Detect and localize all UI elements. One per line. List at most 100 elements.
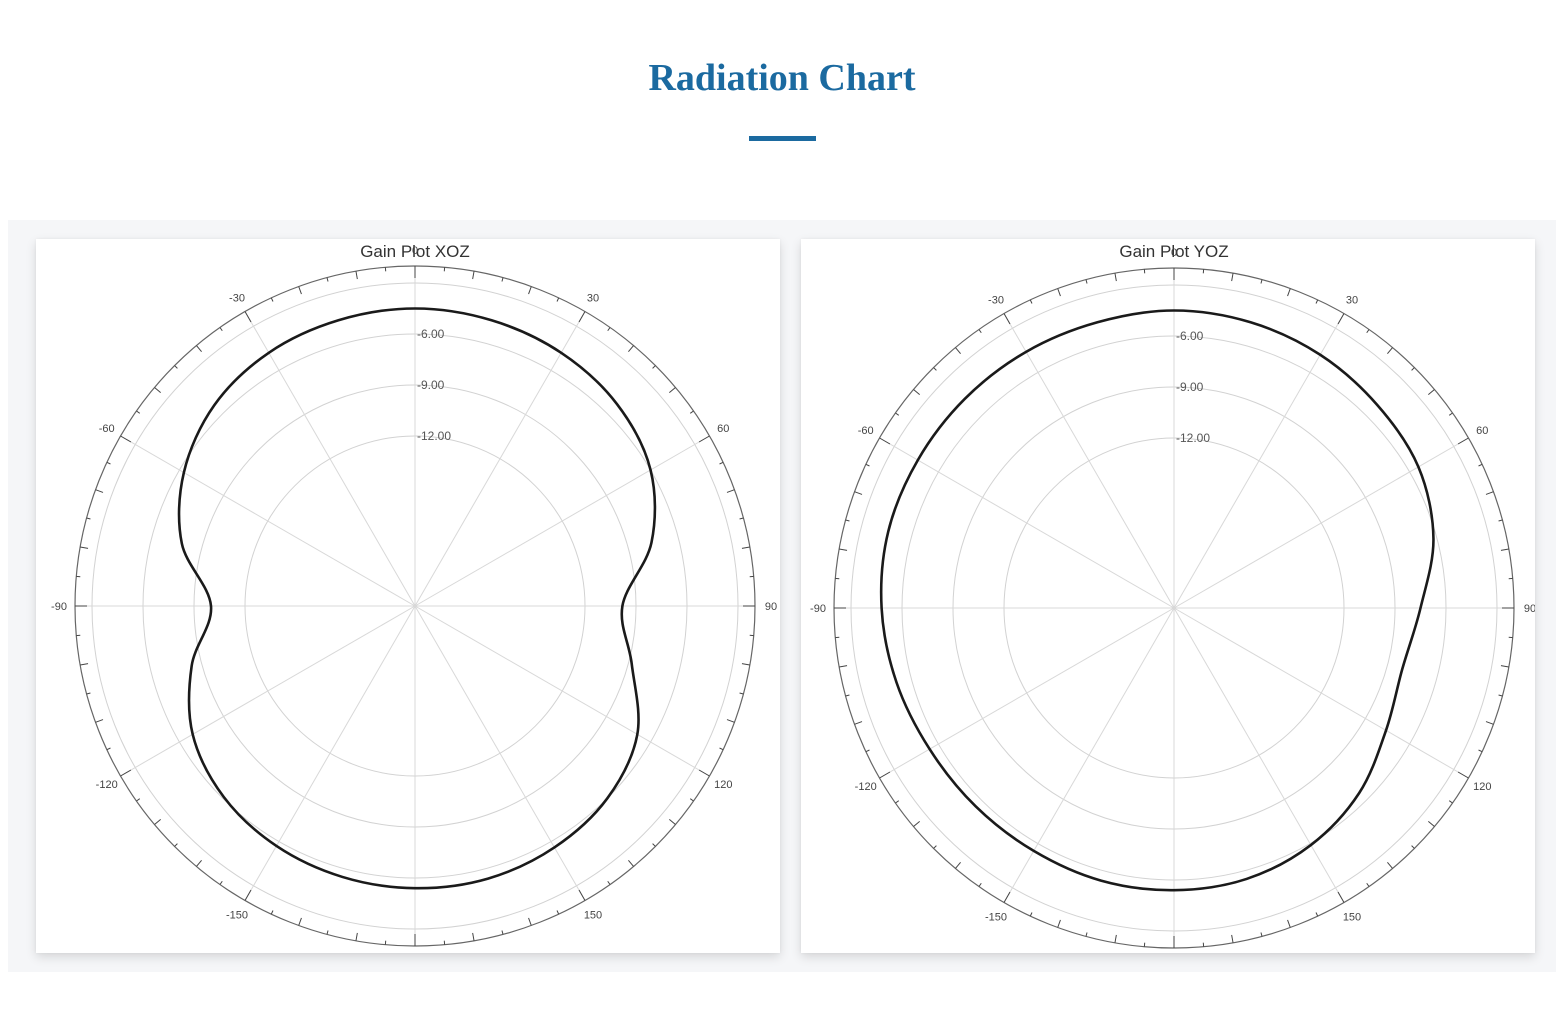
gain-data-point xyxy=(1376,404,1378,406)
angle-label: -90 xyxy=(51,601,67,613)
angle-label: 150 xyxy=(1343,911,1361,923)
angle-tick xyxy=(739,692,744,695)
angle-tick xyxy=(120,769,132,777)
angle-tick xyxy=(244,889,252,901)
angle-tick xyxy=(1287,919,1291,928)
angle-tick xyxy=(136,798,141,802)
ring-label: -9.00 xyxy=(417,378,445,392)
angle-tick xyxy=(1260,932,1263,937)
angle-tick xyxy=(955,347,961,354)
angle-tick xyxy=(879,771,891,779)
gain-series-line xyxy=(879,309,1435,892)
gain-data-point xyxy=(636,733,639,736)
angle-tick xyxy=(1498,519,1503,522)
angle-tick xyxy=(1003,313,1011,325)
angle-tick xyxy=(1428,821,1435,827)
gain-data-point xyxy=(560,351,562,354)
angle-tick xyxy=(1085,279,1088,284)
gain-plot-yoz-card: Gain Plot YOZ0306090120150-180-150-120-9… xyxy=(801,239,1535,953)
angle-tick xyxy=(298,917,302,926)
angle-tick xyxy=(913,821,920,827)
angle-tick xyxy=(1029,299,1033,304)
angle-tick xyxy=(1315,299,1319,304)
gain-data-point xyxy=(487,877,489,880)
angle-tick xyxy=(270,297,274,302)
angle-tick xyxy=(719,461,724,465)
gain-data-point xyxy=(917,459,919,461)
gain-data-point xyxy=(1417,466,1420,468)
gain-data-point xyxy=(895,681,898,684)
angle-tick xyxy=(698,769,710,777)
angle-tick xyxy=(355,932,358,941)
gain-series-line xyxy=(177,307,657,890)
angle-label: 0 xyxy=(412,245,418,257)
angle-tick xyxy=(865,749,870,753)
gain-data-point xyxy=(887,530,890,533)
grid-spoke xyxy=(414,435,710,607)
angle-tick xyxy=(1500,548,1509,551)
angle-tick xyxy=(528,286,532,295)
gain-data-point xyxy=(1358,792,1360,794)
angle-tick xyxy=(739,517,744,520)
gain-data-point xyxy=(1096,321,1099,324)
angle-label: -30 xyxy=(229,293,245,305)
angle-label: 30 xyxy=(1346,295,1358,307)
angle-tick xyxy=(1448,412,1453,416)
gain-data-point xyxy=(630,663,633,665)
angle-tick xyxy=(689,410,694,414)
angle-label: 0 xyxy=(1171,247,1177,259)
angle-tick xyxy=(1387,347,1393,354)
angle-tick xyxy=(854,721,863,725)
gain-data-point xyxy=(213,404,216,407)
angle-tick xyxy=(1057,919,1061,928)
angle-tick xyxy=(1287,288,1291,297)
angle-tick xyxy=(528,917,532,926)
angle-label: 150 xyxy=(584,909,602,921)
angle-tick xyxy=(607,327,611,332)
angle-tick xyxy=(1337,313,1345,325)
ring-label: -12.00 xyxy=(417,429,451,443)
angle-tick xyxy=(1387,862,1393,869)
ring-label: -12.00 xyxy=(1176,431,1210,445)
angle-tick xyxy=(80,663,89,666)
ring-label: -9.00 xyxy=(1176,380,1204,394)
gain-data-point xyxy=(190,665,193,667)
angle-tick xyxy=(1448,800,1453,804)
angle-tick xyxy=(1260,279,1263,284)
angle-tick xyxy=(136,410,141,414)
grid-spoke xyxy=(879,607,1175,779)
angle-tick xyxy=(895,412,900,416)
angle-tick xyxy=(726,719,735,723)
grid-spoke xyxy=(879,437,1175,609)
angle-tick xyxy=(219,327,223,332)
angle-tick xyxy=(1315,912,1319,917)
chart-title: Gain Plot XOZ xyxy=(360,242,470,261)
grid-spoke xyxy=(120,435,416,607)
angle-tick xyxy=(219,880,223,885)
angle-tick xyxy=(578,311,586,323)
angle-tick xyxy=(556,297,560,302)
gain-data-point xyxy=(606,797,609,800)
angle-label: 90 xyxy=(765,601,777,613)
gain-data-point xyxy=(1173,309,1175,312)
gain-data-point xyxy=(1310,844,1312,846)
angle-tick xyxy=(955,862,961,869)
angle-tick xyxy=(86,692,91,695)
angle-tick xyxy=(1500,665,1509,668)
gain-data-point xyxy=(223,796,225,798)
angle-tick xyxy=(628,345,634,352)
angle-tick xyxy=(1485,721,1494,725)
angle-tick xyxy=(628,860,634,867)
angle-tick xyxy=(854,491,863,495)
gain-data-point xyxy=(1173,889,1175,891)
grid-spoke xyxy=(244,605,416,901)
grid-spoke xyxy=(1173,313,1345,609)
grid-spoke xyxy=(1003,607,1175,903)
gain-data-point xyxy=(414,887,416,889)
angle-label: -60 xyxy=(99,423,115,435)
angle-tick xyxy=(689,798,694,802)
angle-label: -30 xyxy=(988,295,1004,307)
angle-label: -120 xyxy=(96,779,118,791)
gain-data-point xyxy=(490,319,493,322)
grid-spoke xyxy=(1003,313,1175,609)
